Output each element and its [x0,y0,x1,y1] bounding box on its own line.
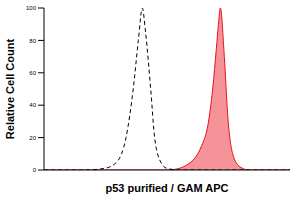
svg-text:p53 purified / GAM APC: p53 purified / GAM APC [105,182,228,194]
svg-text:80: 80 [29,38,36,44]
svg-text:60: 60 [29,70,36,76]
svg-text:Relative Cell Count: Relative Cell Count [8,39,16,140]
svg-text:40: 40 [29,102,36,108]
svg-text:100: 100 [26,5,37,11]
svg-text:20: 20 [29,135,36,141]
svg-text:0: 0 [33,167,37,173]
